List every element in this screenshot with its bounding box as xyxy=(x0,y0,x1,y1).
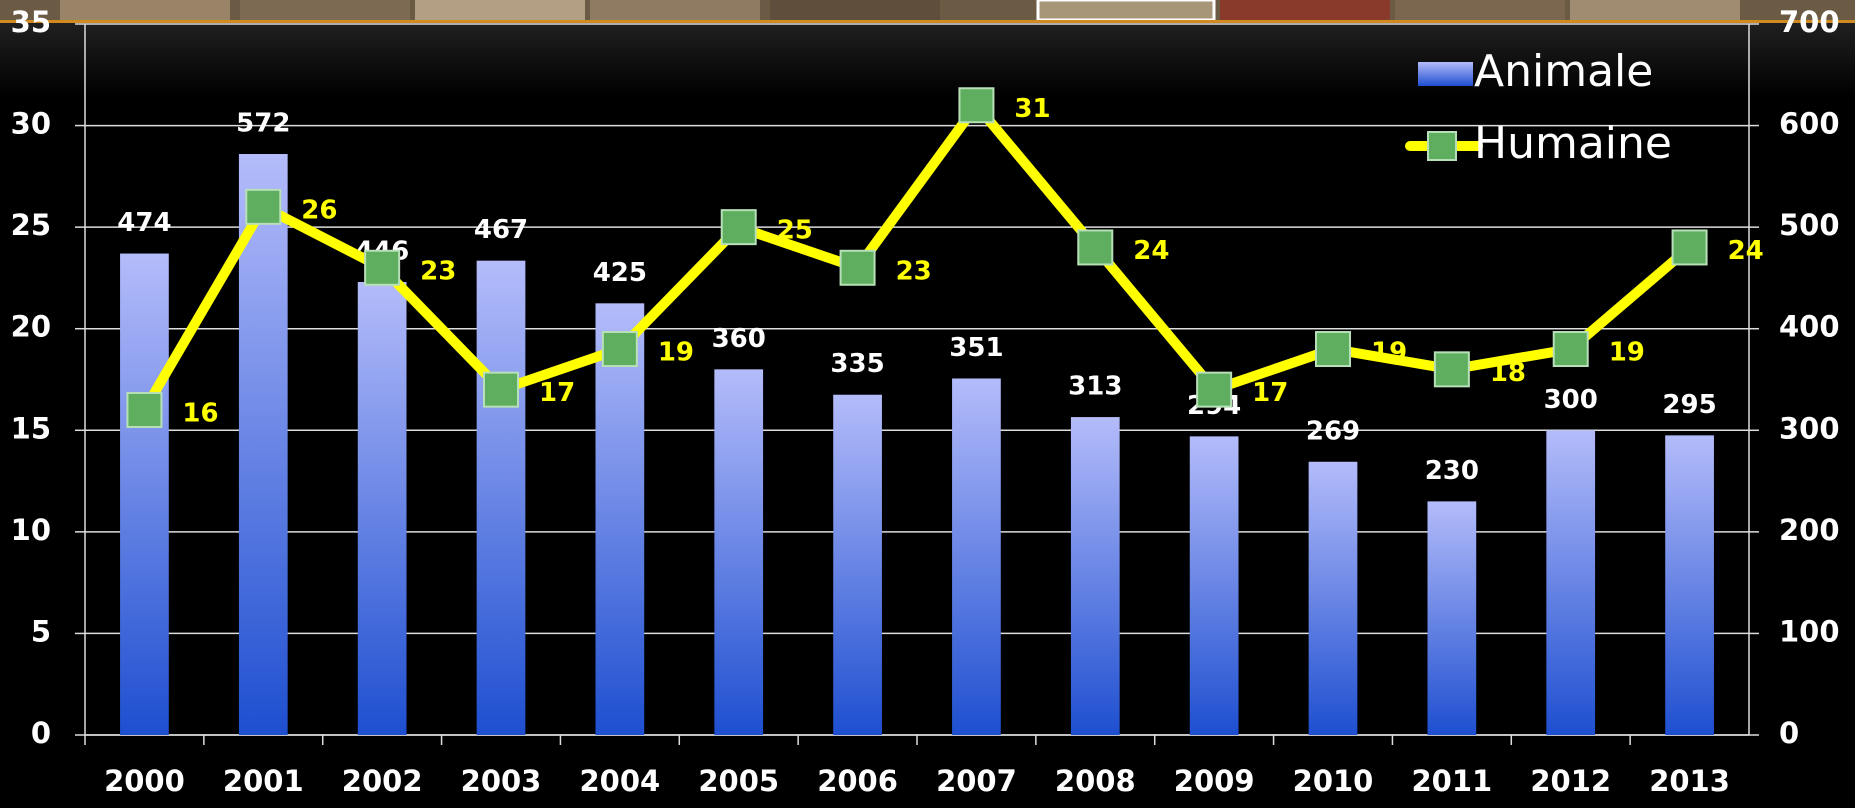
bar xyxy=(238,154,288,736)
line-marker xyxy=(720,209,757,246)
x-tick-label: 2009 xyxy=(1174,764,1255,798)
line-value-label: 17 xyxy=(1252,378,1288,408)
line-marker xyxy=(126,391,163,428)
bar-value-label: 425 xyxy=(593,258,647,288)
bar xyxy=(1546,430,1596,735)
bar xyxy=(714,369,764,735)
y2-tick-label: 200 xyxy=(1779,513,1840,547)
y-tick-label: 25 xyxy=(11,208,51,242)
bar xyxy=(1070,417,1120,735)
bar-value-label: 360 xyxy=(712,324,766,354)
bar-value-label: 572 xyxy=(236,109,290,139)
y2-tick-label: 600 xyxy=(1779,107,1840,141)
line-value-label: 19 xyxy=(1371,338,1407,368)
top-strip xyxy=(0,0,1855,23)
y-tick-label: 20 xyxy=(11,310,51,344)
line xyxy=(140,100,1693,413)
bar-value-label: 467 xyxy=(474,215,528,245)
bar xyxy=(833,394,882,735)
bar xyxy=(120,253,169,735)
x-tick-label: 2012 xyxy=(1530,764,1611,798)
line-marker xyxy=(364,249,401,286)
x-tick-label: 2008 xyxy=(1055,764,1136,798)
bar-value-label: 295 xyxy=(1662,390,1716,420)
y-tick-label: 35 xyxy=(11,5,51,39)
bar xyxy=(1308,461,1358,735)
line-marker xyxy=(1315,331,1351,368)
bar-value-label: 474 xyxy=(117,208,171,238)
legend-label: Humaine xyxy=(1474,118,1672,169)
y2-tick-label: 400 xyxy=(1779,310,1840,344)
line-marker xyxy=(839,249,876,286)
bar xyxy=(357,281,407,735)
x-tick-label: 2010 xyxy=(1293,764,1374,798)
bar-value-label: 351 xyxy=(949,333,1003,363)
y-tick-label: 15 xyxy=(11,411,51,445)
legend-swatch xyxy=(1418,62,1473,86)
x-tick-label: 2007 xyxy=(936,764,1017,798)
x-tick-label: 2013 xyxy=(1649,764,1730,798)
bar xyxy=(476,260,526,735)
bar xyxy=(1189,436,1239,735)
bar-value-label: 300 xyxy=(1544,385,1598,415)
line-marker xyxy=(1077,229,1114,266)
line-value-label: 16 xyxy=(182,398,218,428)
line-marker xyxy=(483,371,519,408)
bar xyxy=(1427,501,1477,735)
line-value-label: 23 xyxy=(420,256,456,286)
line-marker xyxy=(958,87,995,124)
x-tick-label: 2001 xyxy=(223,764,304,798)
line-value-label: 23 xyxy=(896,256,932,286)
line-marker xyxy=(245,188,282,225)
legend-label: Animale xyxy=(1474,46,1653,97)
bar xyxy=(1665,435,1714,735)
line-marker xyxy=(1552,331,1589,368)
y2-tick-label: 700 xyxy=(1779,5,1840,39)
y-tick-label: 10 xyxy=(11,513,51,547)
bar-value-label: 313 xyxy=(1068,372,1122,402)
line-value-label: 19 xyxy=(658,338,694,368)
line-value-label: 17 xyxy=(539,378,575,408)
x-tick-label: 2006 xyxy=(817,764,898,798)
bar xyxy=(952,378,1001,735)
line-marker xyxy=(1433,351,1470,388)
y2-tick-label: 100 xyxy=(1779,614,1840,648)
bar-value-label: 269 xyxy=(1306,416,1360,446)
x-tick-label: 2002 xyxy=(342,764,423,798)
x-tick-label: 2011 xyxy=(1411,764,1492,798)
line-value-label: 25 xyxy=(777,216,813,246)
x-tick-label: 2003 xyxy=(461,764,542,798)
y2-tick-label: 500 xyxy=(1779,208,1840,242)
bar xyxy=(595,303,645,735)
y-tick-label: 30 xyxy=(11,107,51,141)
bar-value-label: 230 xyxy=(1425,456,1479,486)
line-marker xyxy=(1196,371,1233,408)
y-tick-label: 0 xyxy=(31,716,51,750)
legend-swatch xyxy=(1427,131,1457,161)
y2-tick-label: 0 xyxy=(1779,716,1799,750)
line-value-label: 26 xyxy=(301,195,337,225)
line-value-label: 24 xyxy=(1728,236,1764,266)
y-tick-label: 5 xyxy=(31,614,51,648)
x-tick-label: 2004 xyxy=(579,764,660,798)
line-value-label: 24 xyxy=(1133,236,1169,266)
x-tick-label: 2005 xyxy=(698,764,779,798)
x-tick-label: 2000 xyxy=(104,764,185,798)
line-marker xyxy=(1671,229,1708,266)
line-marker xyxy=(601,331,638,368)
line-value-label: 31 xyxy=(1014,94,1050,124)
line-value-label: 19 xyxy=(1609,338,1645,368)
bar-value-label: 335 xyxy=(830,349,884,379)
line-value-label: 18 xyxy=(1490,358,1526,388)
y2-tick-label: 300 xyxy=(1779,411,1840,445)
